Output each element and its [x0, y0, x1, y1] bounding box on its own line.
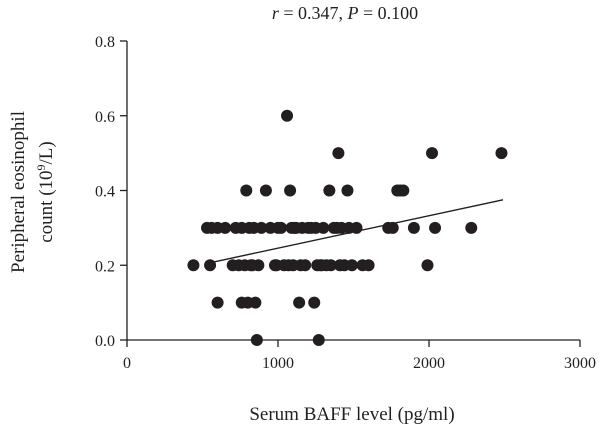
data-point — [332, 147, 345, 160]
data-point — [249, 296, 262, 309]
x-tick-label: 0 — [123, 355, 131, 372]
data-point — [275, 221, 288, 234]
data-point — [312, 334, 325, 346]
data-point — [252, 259, 265, 272]
data-point — [386, 221, 399, 234]
y-axis-title-line2: count (109/L) — [34, 141, 57, 243]
data-point — [250, 334, 263, 346]
data-point — [345, 259, 358, 272]
data-point — [341, 184, 354, 197]
data-point — [299, 259, 312, 272]
y-tick-label: 0.2 — [95, 258, 115, 275]
y-tick-label: 0.6 — [95, 109, 115, 126]
data-point — [324, 259, 337, 272]
data-points — [187, 109, 508, 346]
data-point — [281, 109, 294, 122]
x-tick-label: 3000 — [564, 355, 596, 372]
x-tick-label: 2000 — [413, 355, 445, 372]
x-axis-title: Serum BAFF level (pg/ml) — [249, 404, 454, 425]
data-point — [421, 259, 434, 272]
data-point — [240, 184, 253, 197]
data-point — [407, 221, 420, 234]
axes: 0.0 0.2 0.4 0.6 0.8 0 1000 2000 3000 — [95, 34, 596, 372]
y-axis-title-line1: Peripheral eosinophil — [8, 111, 29, 273]
data-point — [259, 184, 272, 197]
data-point — [429, 221, 442, 234]
data-point — [495, 147, 508, 160]
data-point — [323, 184, 336, 197]
data-point — [293, 296, 306, 309]
data-point — [465, 221, 478, 234]
data-point — [350, 221, 363, 234]
data-point — [255, 221, 268, 234]
chart-title: r = 0.347, P = 0.100 — [272, 3, 418, 23]
data-point — [426, 147, 439, 160]
data-point — [317, 221, 330, 234]
data-point — [308, 296, 321, 309]
data-point — [397, 184, 410, 197]
y-tick-label: 0.8 — [95, 34, 115, 51]
data-point — [362, 259, 375, 272]
y-tick-label: 0.0 — [95, 333, 115, 350]
data-point — [284, 184, 297, 197]
data-point — [219, 221, 232, 234]
data-point — [204, 259, 217, 272]
x-tick-label: 1000 — [262, 355, 294, 372]
data-point — [211, 296, 224, 309]
y-tick-label: 0.4 — [95, 184, 115, 201]
y-axis-title: Peripheral eosinophil count (109/L) — [8, 111, 57, 273]
data-point — [187, 259, 200, 272]
